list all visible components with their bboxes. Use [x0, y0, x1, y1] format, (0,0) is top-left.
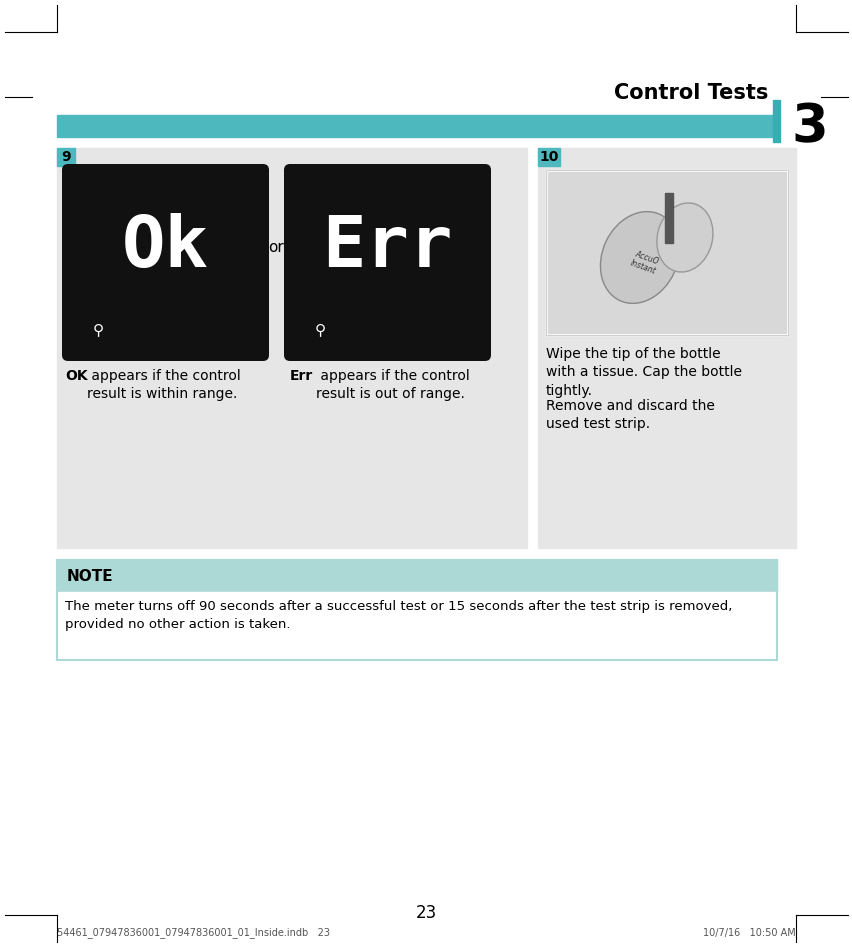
Text: The meter turns off 90 seconds after a successful test or 15 seconds after the t: The meter turns off 90 seconds after a s…	[65, 600, 732, 631]
Text: 9: 9	[61, 150, 71, 164]
Bar	[664, 192, 672, 242]
Bar	[545, 170, 787, 335]
Bar	[57, 148, 527, 548]
Bar	[545, 170, 787, 335]
Bar	[547, 172, 785, 333]
Text: ⚲: ⚲	[92, 323, 103, 337]
Text: Control Tests: Control Tests	[613, 83, 767, 103]
Text: 54461_07947836001_07947836001_01_Inside.indb   23: 54461_07947836001_07947836001_01_Inside.…	[57, 927, 330, 938]
Text: Ok: Ok	[122, 213, 209, 282]
Ellipse shape	[600, 211, 678, 303]
Text: 10/7/16   10:50 AM: 10/7/16 10:50 AM	[702, 928, 795, 938]
Text: 10: 10	[538, 150, 558, 164]
Bar	[57, 148, 75, 166]
Bar	[538, 148, 795, 548]
Text: ⚲: ⚲	[314, 323, 325, 337]
Text: Err: Err	[290, 369, 313, 383]
Text: appears if the control
result is within range.: appears if the control result is within …	[87, 369, 240, 402]
Text: OK: OK	[65, 369, 88, 383]
Bar	[57, 560, 776, 592]
Text: Wipe the tip of the bottle
with a tissue. Cap the bottle
tightly.: Wipe the tip of the bottle with a tissue…	[545, 347, 741, 398]
Text: Remove and discard the
used test strip.: Remove and discard the used test strip.	[545, 399, 714, 432]
Ellipse shape	[656, 203, 712, 272]
Bar	[57, 592, 776, 660]
Bar	[57, 115, 772, 137]
Text: 3: 3	[791, 101, 827, 153]
Bar	[772, 100, 779, 142]
Text: AccuO
Instant: AccuO Instant	[628, 249, 660, 277]
Bar	[57, 560, 776, 660]
Text: or: or	[268, 241, 284, 255]
Text: NOTE: NOTE	[67, 568, 113, 583]
Bar	[538, 148, 560, 166]
FancyBboxPatch shape	[284, 164, 491, 361]
FancyBboxPatch shape	[62, 164, 268, 361]
Text: appears if the control
result is out of range.: appears if the control result is out of …	[315, 369, 469, 402]
Text: Err: Err	[322, 213, 452, 282]
Text: 23: 23	[415, 904, 436, 922]
